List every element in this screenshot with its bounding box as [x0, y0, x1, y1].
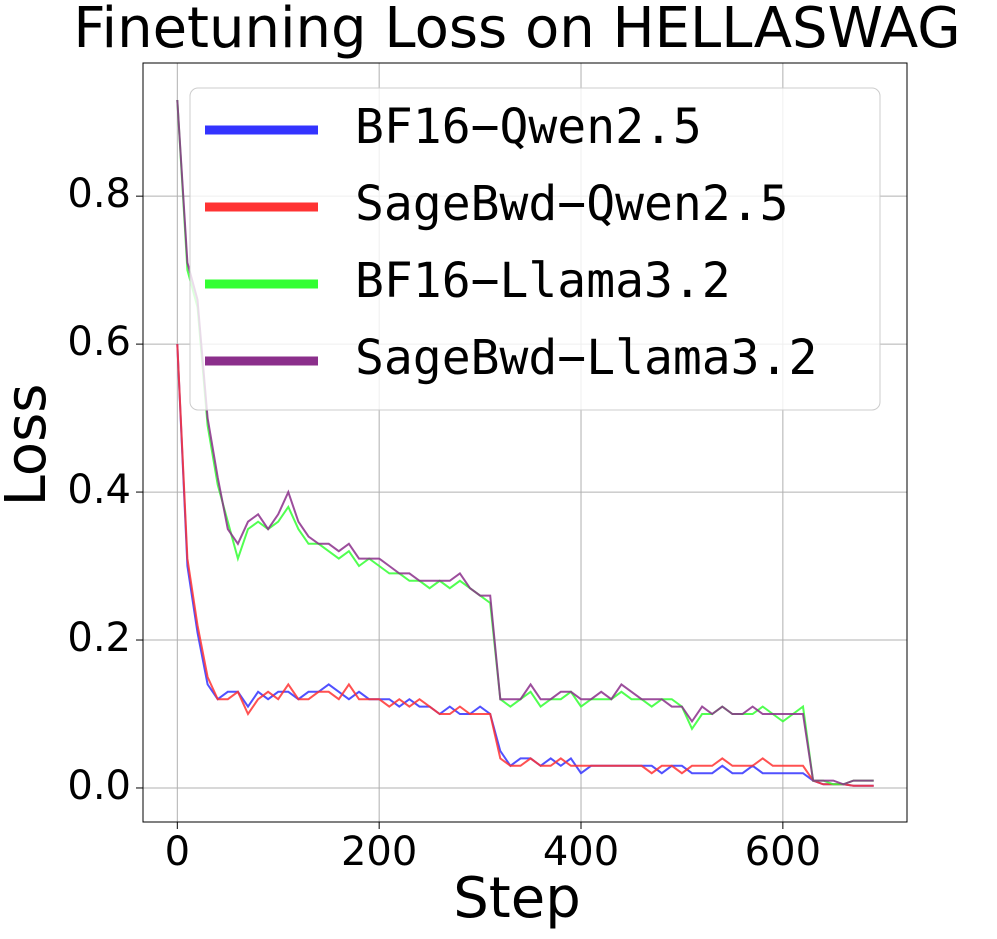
- legend-label: BF16−Llama3.2: [355, 253, 731, 309]
- series-line: [176, 344, 874, 787]
- series-line: [176, 344, 874, 787]
- chart-title: Finetuning Loss on HELLASWAG: [73, 0, 960, 61]
- legend-label: BF16−Qwen2.5: [355, 99, 702, 155]
- legend-label: SageBwd−Llama3.2: [355, 330, 817, 386]
- y-tick-label: 0.6: [67, 319, 131, 365]
- x-tick-label: 400: [543, 829, 619, 875]
- series-line: [176, 99, 874, 786]
- x-axis-label: Step: [453, 866, 581, 931]
- y-tick-label: 0.8: [67, 171, 131, 217]
- legend: BF16−Qwen2.5 SageBwd−Qwen2.5 BF16−Llama3.2…: [189, 87, 881, 411]
- legend-box: [189, 87, 881, 411]
- legend-label: SageBwd−Qwen2.5: [355, 176, 788, 232]
- y-axis-label: Loss: [0, 384, 59, 507]
- x-tick-label: 600: [745, 829, 821, 875]
- x-tick-label: 0: [165, 829, 190, 875]
- y-tick-label: 0.4: [67, 467, 131, 513]
- y-tick-label: 0.0: [67, 763, 131, 809]
- y-tick-label: 0.2: [67, 615, 131, 661]
- plot-frame: [142, 62, 908, 823]
- x-tick-label: 200: [341, 829, 417, 875]
